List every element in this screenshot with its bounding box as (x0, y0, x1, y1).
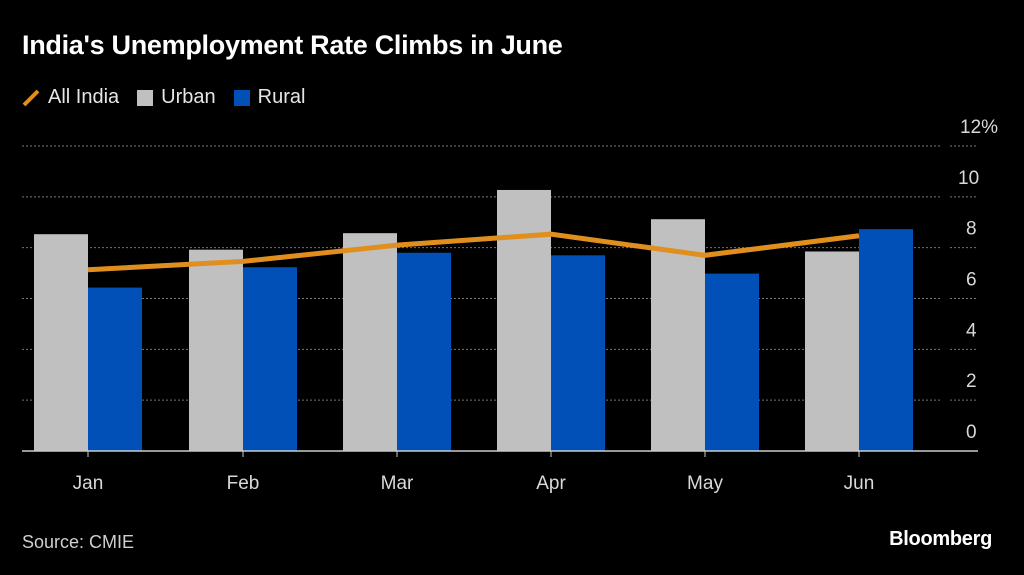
y-tick-label: 12% (960, 117, 998, 138)
bar-rural-may (705, 273, 759, 451)
legend-item-urban: Urban (137, 86, 216, 109)
bar-urban-mar (343, 233, 397, 451)
bar-urban-jun (805, 251, 859, 451)
bar-rural-mar (397, 252, 451, 451)
y-tick-label: 8 (966, 219, 977, 240)
x-tick-label: Mar (381, 473, 414, 494)
chart-title: India's Unemployment Rate Climbs in June (22, 30, 563, 60)
bar-urban-may (651, 219, 705, 451)
line-all-india (87, 231, 860, 273)
rural-swatch (233, 89, 250, 106)
legend: All India Urban Rural (22, 86, 305, 109)
legend-label: All India (48, 86, 120, 108)
urban-swatch (137, 89, 154, 106)
legend-item-all-india: All India (22, 86, 119, 109)
source-note: Source: CMIE (22, 532, 135, 552)
line-swatch-icon (22, 89, 40, 106)
bar-rural-jun (859, 229, 913, 451)
bar-urban-feb (189, 249, 243, 451)
bar-rural-apr (551, 255, 605, 451)
x-tick-label: Apr (536, 473, 566, 494)
bar-rural-feb (243, 267, 297, 451)
bloomberg-logo: Bloomberg (889, 528, 992, 550)
legend-label: Urban (161, 86, 216, 108)
bar-rural-jan (88, 287, 142, 451)
x-tick-label: Jan (73, 473, 104, 494)
bar-urban-jan (34, 234, 88, 451)
x-tick-label: Feb (227, 473, 260, 494)
y-tick-label: 0 (966, 422, 977, 443)
y-tick-label: 6 (966, 270, 977, 291)
bar-urban-apr (497, 189, 551, 452)
y-tick-label: 10 (958, 168, 979, 189)
x-tick-label: Jun (844, 473, 875, 494)
legend-item-rural: Rural (233, 86, 306, 109)
x-tick-label: May (687, 473, 723, 494)
y-tick-label: 4 (966, 320, 977, 341)
legend-label: Rural (257, 86, 306, 108)
y-tick-label: 2 (966, 371, 977, 392)
